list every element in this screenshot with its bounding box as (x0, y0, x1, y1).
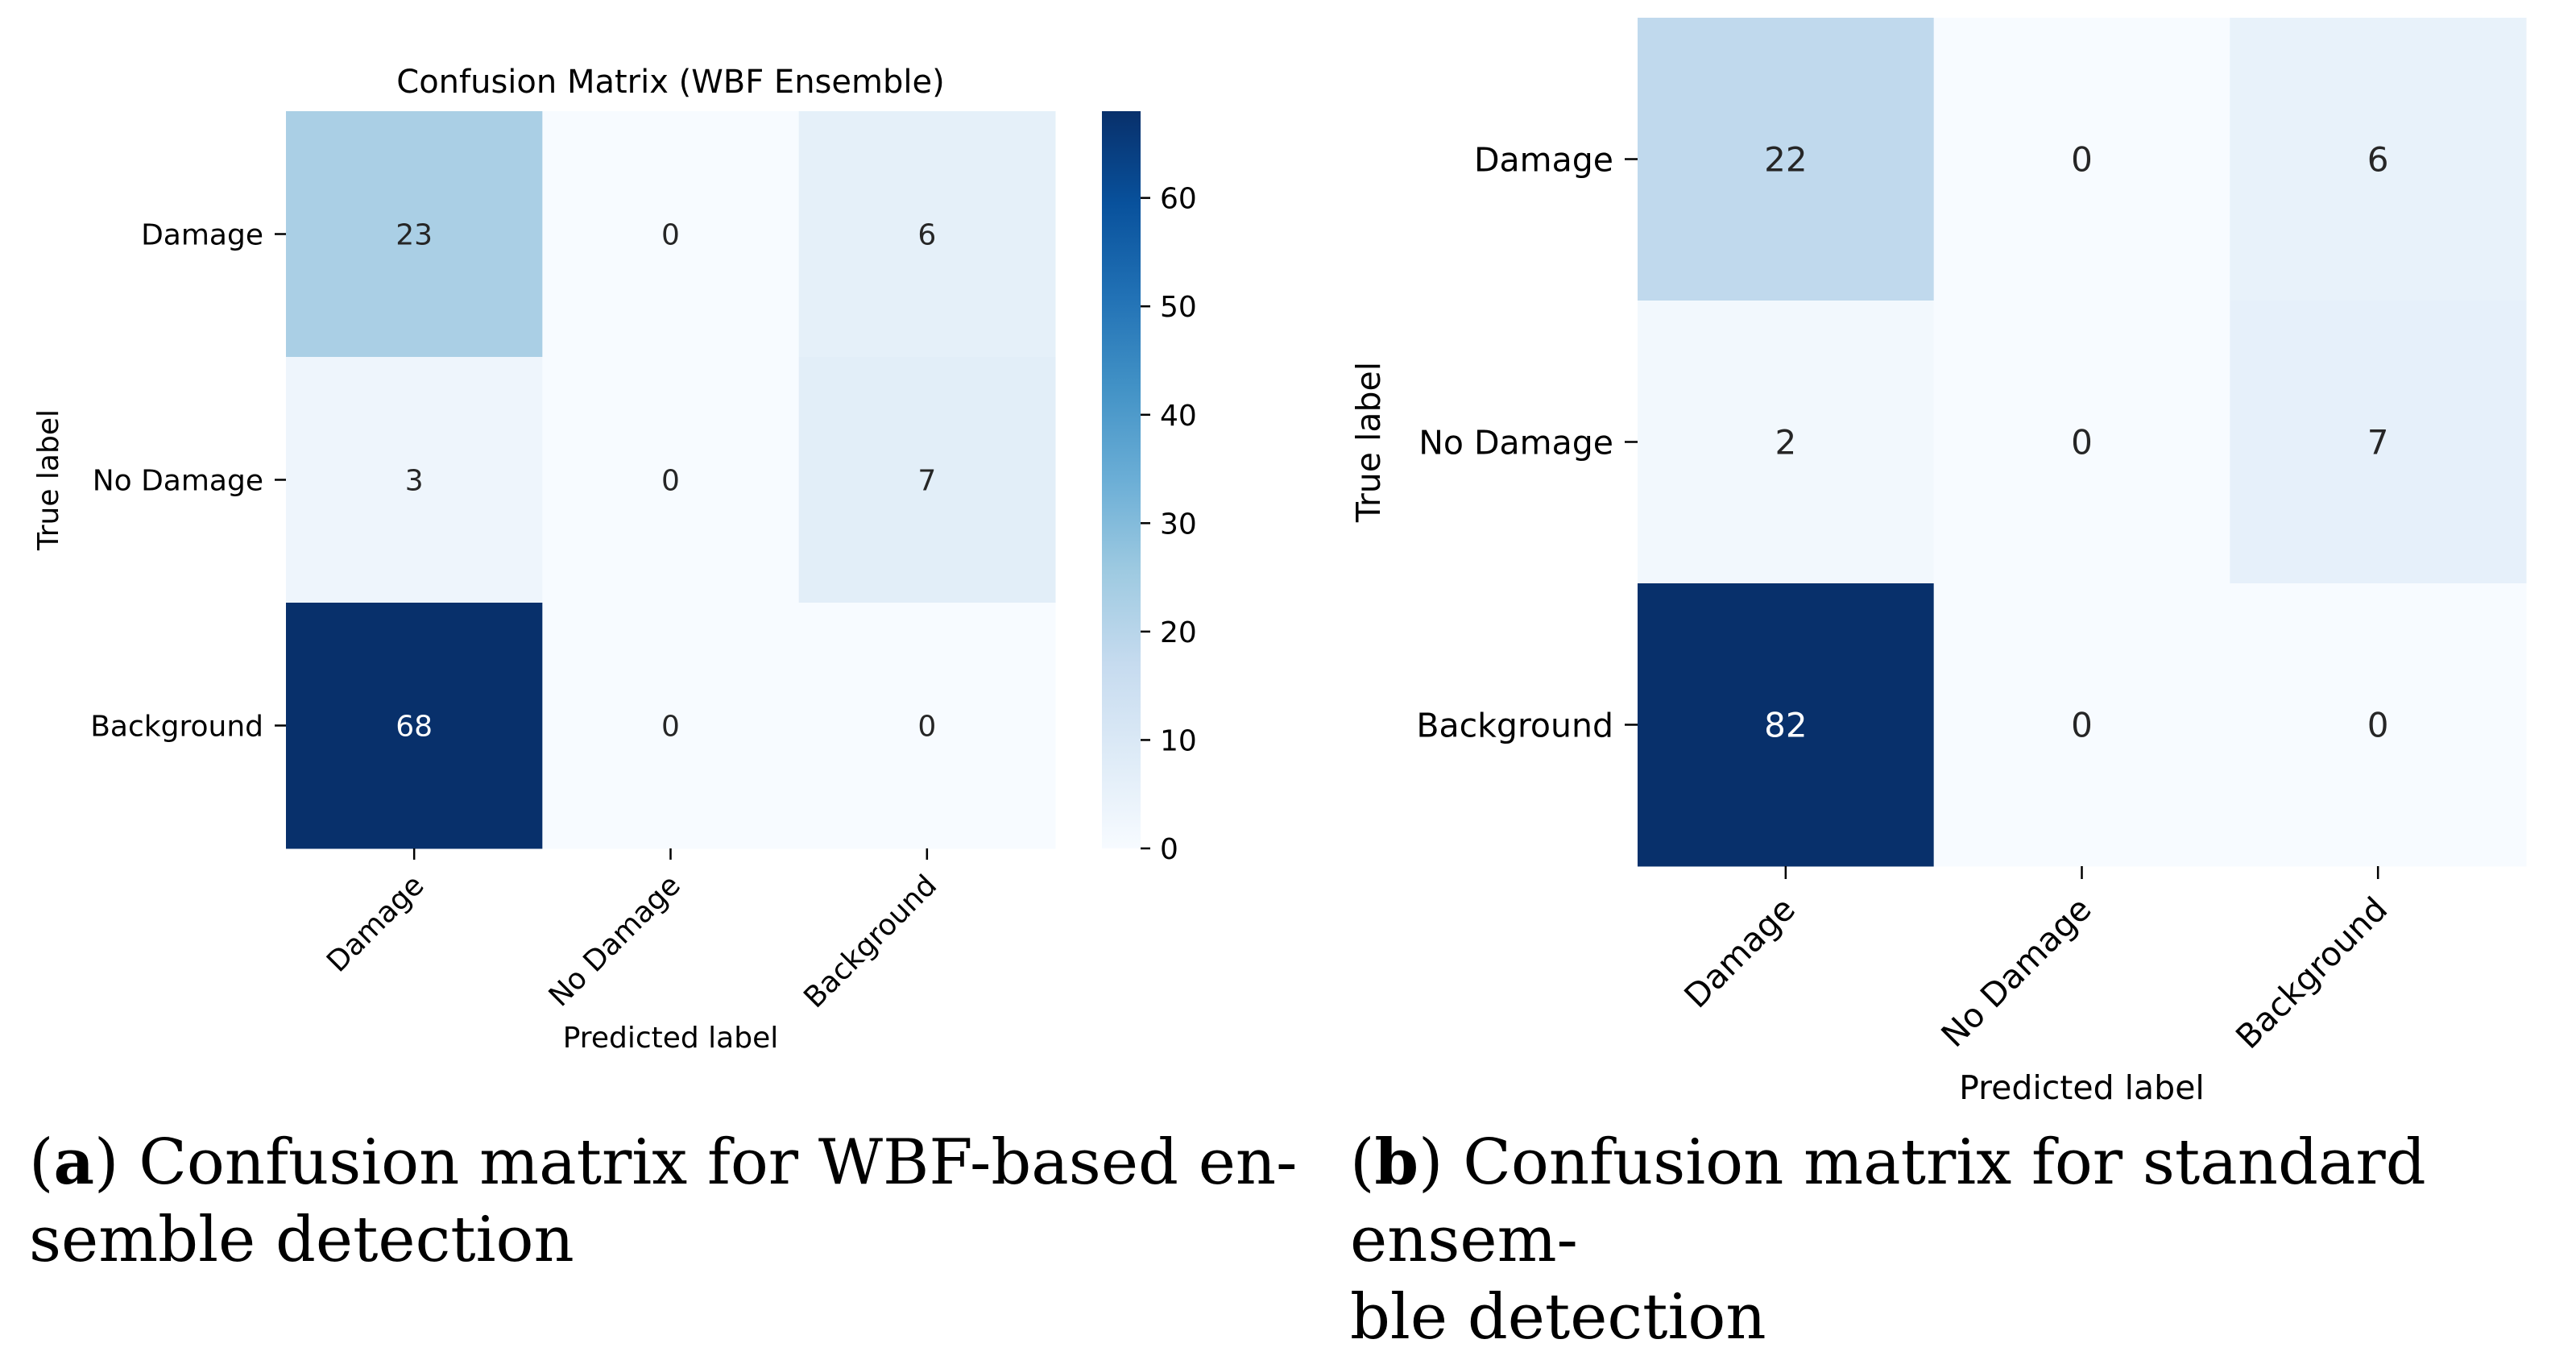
cell-value-a-1-0: 3 (405, 464, 424, 497)
cell-a-no-damage-damage (286, 357, 543, 603)
y-tick-label-a-damage: Damage (141, 218, 263, 251)
cell-value-b-1-2: 7 (2367, 423, 2389, 462)
colorbar-a-tick-label-0: 0 (1160, 833, 1178, 866)
cell-value-a-0-1: 0 (661, 218, 680, 251)
cell-value-b-0-0: 22 (1764, 140, 1807, 180)
caption-b-letter: b (1374, 1126, 1418, 1199)
cell-b-damage-damage (1638, 18, 1935, 301)
cell-a-no-damage-background (798, 357, 1056, 603)
y-tick-label-a-background: Background (90, 710, 263, 743)
caption-b-line1: ) Confusion matrix for standard ensem- (1350, 1126, 2426, 1276)
cell-a-damage-no-damage (542, 111, 800, 358)
x-axis-label-a: Predicted label (563, 1022, 779, 1055)
colorbar-a-tick-label-60: 60 (1160, 183, 1197, 216)
x-tick-label-a-no-damage: No Damage (543, 869, 687, 1013)
colorbar-a-tick-label-10: 10 (1160, 724, 1197, 757)
cell-value-b-1-1: 0 (2071, 423, 2093, 462)
caption-a: (a) Confusion matrix for WBF-based en-se… (29, 1126, 1298, 1276)
caption-b: (b) Confusion matrix for standard ensem-… (1350, 1126, 2426, 1354)
caption-a-line2: semble detection (29, 1204, 574, 1276)
y-tick-label-b-background: Background (1416, 706, 1613, 744)
cell-value-b-0-1: 0 (2071, 140, 2093, 180)
colorbar-a: 0 10 20 30 40 50 60 (1102, 111, 1197, 866)
heatmap-a: Confusion Matrix (WBF Ensemble) 23 0 6 3 0 7 68… (32, 64, 1056, 1055)
cell-value-b-1-0: 2 (1775, 423, 1796, 462)
colorbar-a-tick-label-20: 20 (1160, 616, 1197, 649)
cell-b-no-damage-no-damage (1933, 301, 2230, 584)
cell-value-b-2-2: 0 (2367, 706, 2389, 745)
cell-b-no-damage-background (2230, 301, 2527, 584)
cell-a-background-background (798, 603, 1056, 849)
y-axis-label-a: True label (32, 409, 65, 551)
cell-value-a-2-1: 0 (661, 710, 680, 743)
x-tick-label-a-background: Background (797, 869, 943, 1014)
cell-b-damage-no-damage (1933, 18, 2230, 301)
caption-b-line2: ble detection (1350, 1281, 1766, 1354)
x-tick-label-b-no-damage: No Damage (1934, 889, 2099, 1055)
caption-a-letter: a (53, 1126, 94, 1199)
y-axis-label-b: True label (1349, 362, 1388, 523)
cell-value-a-2-2: 0 (917, 710, 936, 743)
cell-b-no-damage-damage (1638, 301, 1935, 584)
x-tick-label-b-damage: Damage (1677, 889, 1803, 1015)
figure: Confusion Matrix (WBF Ensemble)23 0 63 0 768… (32, 18, 2527, 1107)
cell-b-damage-background (2230, 18, 2527, 301)
colorbar-a-gradient (1102, 111, 1141, 848)
x-axis-label-b: Predicted label (1959, 1068, 2205, 1107)
cell-value-b-0-2: 6 (2367, 140, 2389, 180)
cell-a-background-no-damage (542, 603, 800, 849)
cell-a-damage-damage (286, 111, 543, 358)
cell-value-b-2-0: 82 (1764, 706, 1807, 745)
cell-a-no-damage-no-damage (542, 357, 800, 603)
colorbar-a-tick-label-50: 50 (1160, 291, 1197, 324)
cell-a-damage-background (798, 111, 1056, 358)
chart-a-title: Confusion Matrix (WBF Ensemble) (396, 64, 944, 101)
x-tick-label-a-damage: Damage (321, 869, 430, 978)
y-tick-label-a-no-damage: No Damage (93, 464, 263, 497)
cell-value-b-2-1: 0 (2071, 706, 2093, 745)
cell-value-a-2-0: 68 (396, 710, 433, 743)
x-tick-label-b-background: Background (2228, 889, 2395, 1056)
y-tick-label-b-damage: Damage (1474, 140, 1613, 179)
y-tick-label-b-no-damage: No Damage (1418, 423, 1613, 462)
cell-a-background-damage (286, 603, 543, 849)
heatmap-b: 22 0 6 2 0 7 82 0 0 Damage No Damage Background Dama… (1349, 18, 2527, 1107)
cell-value-a-1-2: 7 (917, 464, 936, 497)
cell-value-a-1-1: 0 (661, 464, 680, 497)
cell-b-background-no-damage (1933, 583, 2230, 867)
cell-value-a-0-2: 6 (917, 218, 936, 251)
cell-value-a-0-0: 23 (396, 218, 433, 251)
caption-a-line1: ) Confusion matrix for WBF-based en- (93, 1126, 1298, 1199)
cell-b-background-background (2230, 583, 2527, 867)
colorbar-a-tick-label-30: 30 (1160, 508, 1197, 541)
cell-b-background-damage (1638, 583, 1935, 867)
colorbar-a-tick-label-40: 40 (1160, 400, 1197, 433)
